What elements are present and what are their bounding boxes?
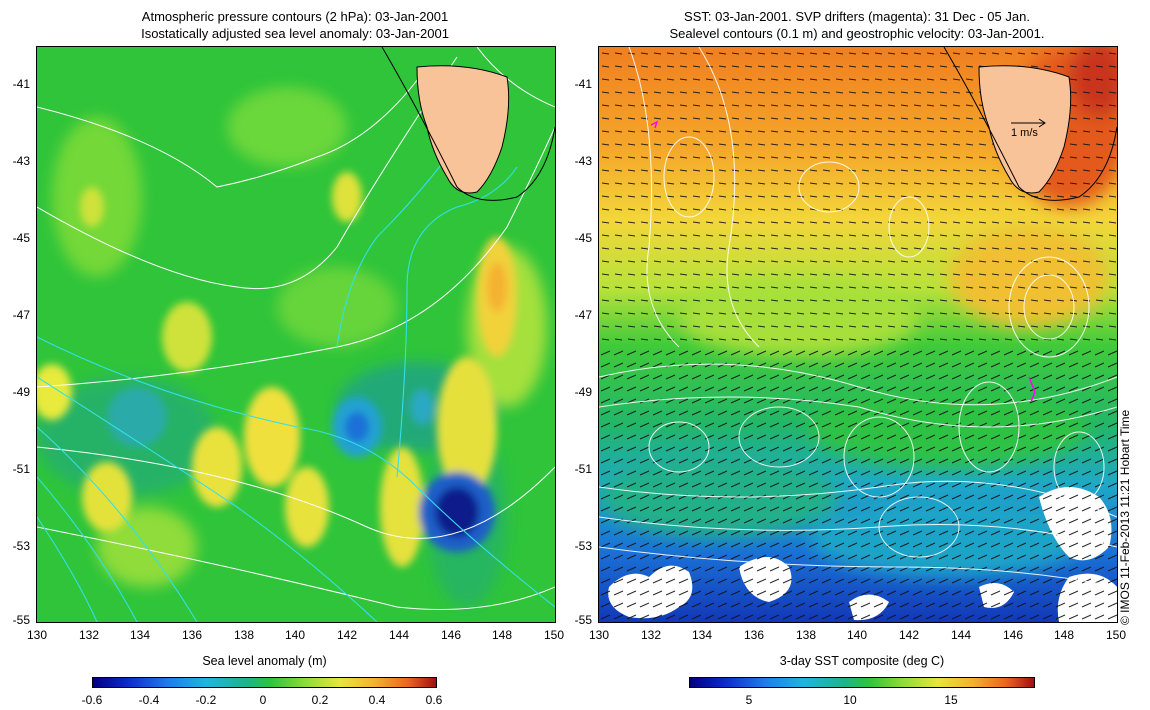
colorbar-tick: 0 xyxy=(259,693,267,707)
pressure-contours xyxy=(37,47,555,610)
left-title-line-2: Isostatically adjusted sea level anomaly… xyxy=(141,26,449,41)
right-colorbar xyxy=(689,677,1035,688)
y-tick: -49 xyxy=(12,385,30,399)
x-tick: 140 xyxy=(284,628,306,642)
x-tick: 150 xyxy=(543,628,565,642)
right-title-line-2: Sealevel contours (0.1 m) and geostrophi… xyxy=(669,26,1045,41)
right-colorbar-label: 3-day SST composite (deg C) xyxy=(779,654,945,668)
colorbar-tick: -0.4 xyxy=(138,693,160,707)
left-colorbar xyxy=(92,677,437,688)
y-tick: -45 xyxy=(12,231,30,245)
colorbar-tick: 5 xyxy=(745,693,753,707)
left-map-title: Atmospheric pressure contours (2 hPa): 0… xyxy=(36,8,554,42)
y-tick: -41 xyxy=(12,77,30,91)
colorbar-tick: 10 xyxy=(843,693,857,707)
sla-highs xyxy=(37,172,517,567)
velocity-scale-arrow xyxy=(1011,118,1046,128)
x-tick: 136 xyxy=(181,628,203,642)
x-tick: 142 xyxy=(336,628,358,642)
sst-map: 1 m/s xyxy=(598,46,1118,623)
x-tick: 132 xyxy=(78,628,100,642)
drifter-tracks xyxy=(650,120,1036,403)
y-tick: -47 xyxy=(574,308,592,322)
left-title-line-1: Atmospheric pressure contours (2 hPa): 0… xyxy=(141,9,449,24)
right-title-line-1: SST: 03-Jan-2001. SVP drifters (magenta)… xyxy=(684,9,1030,24)
y-tick: -53 xyxy=(12,539,30,553)
velocity-scale-label: 1 m/s xyxy=(1011,127,1038,139)
copyright-notice: © IMOS 11-Feb-2013 11:21 Hobart Time xyxy=(1118,409,1132,625)
colorbar-tick: 15 xyxy=(944,693,958,707)
y-tick: -51 xyxy=(12,462,30,476)
x-tick: 146 xyxy=(1002,628,1024,642)
y-tick: -43 xyxy=(574,154,592,168)
x-tick: 134 xyxy=(129,628,151,642)
colorbar-tick: 0.6 xyxy=(425,693,443,707)
sea-level-contours xyxy=(599,47,1117,588)
y-tick: -45 xyxy=(574,231,592,245)
sea-level-anomaly-map xyxy=(36,46,556,623)
x-tick: 132 xyxy=(640,628,662,642)
left-colorbar-label: Sea level anomaly (m) xyxy=(202,654,327,668)
x-tick: 150 xyxy=(1105,628,1127,642)
x-tick: 144 xyxy=(388,628,410,642)
right-map-title: SST: 03-Jan-2001. SVP drifters (magenta)… xyxy=(598,8,1116,42)
x-tick: 140 xyxy=(846,628,868,642)
x-tick: 148 xyxy=(1053,628,1075,642)
x-tick: 134 xyxy=(691,628,713,642)
y-tick: -55 xyxy=(574,613,592,627)
colorbar-tick: 0.4 xyxy=(368,693,386,707)
colorbar-tick: -0.2 xyxy=(195,693,217,707)
tasmania-land-right xyxy=(943,47,1117,201)
x-tick: 138 xyxy=(233,628,255,642)
y-tick: -41 xyxy=(574,77,592,91)
y-tick: -47 xyxy=(12,308,30,322)
x-tick: 138 xyxy=(795,628,817,642)
y-tick: -51 xyxy=(574,462,592,476)
x-tick: 146 xyxy=(440,628,462,642)
x-tick: 148 xyxy=(491,628,513,642)
x-tick: 130 xyxy=(26,628,48,642)
colorbar-tick: -0.6 xyxy=(81,693,103,707)
x-tick: 130 xyxy=(588,628,610,642)
tasmania-land xyxy=(381,47,555,201)
x-tick: 144 xyxy=(950,628,972,642)
y-tick: -49 xyxy=(574,385,592,399)
x-tick: 142 xyxy=(898,628,920,642)
colorbar-tick: 0.2 xyxy=(311,693,329,707)
y-tick: -55 xyxy=(12,613,30,627)
y-tick: -53 xyxy=(574,539,592,553)
sst-map-graphic xyxy=(599,47,1117,622)
y-tick: -43 xyxy=(12,154,30,168)
x-tick: 136 xyxy=(743,628,765,642)
sla-map-graphic xyxy=(37,47,555,622)
